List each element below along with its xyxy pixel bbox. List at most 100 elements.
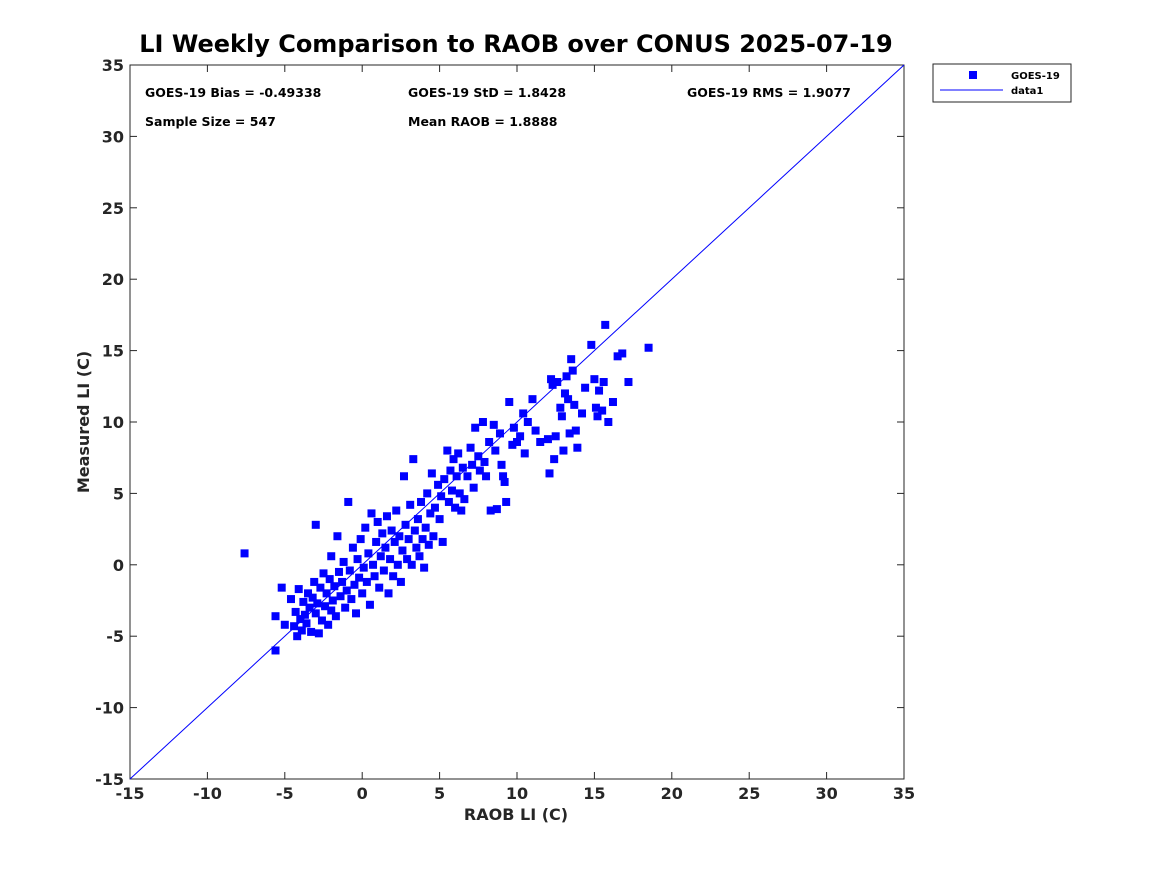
data-point-goes19: [466, 443, 475, 452]
data-point-goes19: [553, 378, 562, 387]
x-tick-label: -15: [116, 784, 145, 803]
data-point-goes19: [421, 523, 430, 532]
y-tick-label: 10: [102, 413, 124, 432]
data-point-goes19: [590, 375, 599, 384]
data-point-goes19: [491, 446, 500, 455]
plot-area: -15 -10 -5 0 5 10 15 20 25 30 35 -15 -10 -5 0 5 10 15 20 2…: [95, 56, 915, 803]
data-point-goes19: [480, 457, 489, 466]
legend: GOES-19 data1: [932, 63, 1072, 103]
data-point-goes19: [458, 463, 467, 472]
data-point-goes19: [372, 537, 381, 546]
data-point-goes19: [420, 563, 429, 572]
data-point-goes19: [505, 398, 514, 407]
data-point-goes19: [608, 398, 617, 407]
data-point-goes19: [293, 632, 302, 641]
data-point-goes19: [426, 509, 435, 518]
data-point-goes19: [435, 515, 444, 524]
data-point-goes19: [345, 566, 354, 575]
data-point-goes19: [378, 529, 387, 538]
data-point-goes19: [452, 472, 461, 481]
stat-bias: GOES-19 Bias = -0.49338: [145, 85, 321, 100]
legend-label-goes19: GOES-19: [1011, 71, 1060, 82]
data-point-goes19: [519, 409, 528, 418]
data-point-goes19: [341, 603, 350, 612]
data-point-goes19: [362, 577, 371, 586]
data-point-goes19: [392, 506, 401, 515]
data-point-goes19: [486, 506, 495, 515]
reference-line-layer: [129, 64, 905, 780]
data-point-goes19: [548, 380, 557, 389]
data-point-goes19: [361, 523, 370, 532]
x-tick-label: 5: [434, 784, 445, 803]
data-point-goes19: [412, 543, 421, 552]
data-point-goes19: [604, 418, 613, 426]
stat-rms: GOES-19 RMS = 1.9077: [687, 85, 851, 100]
data-point-goes19: [369, 560, 378, 569]
y-tick-label: -15: [95, 770, 124, 789]
data-point-goes19: [314, 629, 323, 638]
data-point-goes19: [556, 403, 565, 412]
data-point-goes19: [415, 552, 424, 561]
data-point-goes19: [444, 497, 453, 506]
data-point-goes19: [440, 475, 449, 484]
data-point-goes19: [559, 446, 568, 455]
x-tick-label: 35: [893, 784, 915, 803]
data-point-goes19: [355, 573, 364, 582]
data-point-goes19: [463, 472, 472, 481]
data-point-goes19: [321, 602, 330, 611]
data-point-goes19: [353, 555, 362, 564]
y-tick-label: -10: [95, 699, 124, 718]
x-tick-label: 0: [357, 784, 368, 803]
data-point-goes19: [570, 400, 579, 409]
data-point-goes19: [328, 596, 337, 605]
data-point-goes19: [290, 622, 299, 631]
data-point-goes19: [460, 495, 469, 504]
chart-title: LI Weekly Comparison to RAOB over CONUS …: [139, 30, 892, 58]
data-point-goes19: [557, 412, 566, 421]
data-point-goes19: [305, 603, 314, 612]
series-data1-line: [129, 64, 905, 780]
data-point-goes19: [376, 552, 385, 561]
data-point-goes19: [567, 355, 576, 364]
data-point-goes19: [375, 583, 384, 592]
data-point-goes19: [319, 569, 328, 578]
data-point-goes19: [564, 395, 573, 404]
data-point-goes19: [307, 627, 316, 636]
data-point-goes19: [447, 486, 456, 495]
data-point-goes19: [423, 489, 432, 498]
data-point-goes19: [457, 506, 466, 515]
data-point-goes19: [291, 607, 300, 616]
data-point-goes19: [562, 372, 571, 381]
x-tick-label: 15: [583, 784, 605, 803]
data-point-goes19: [599, 378, 608, 387]
data-point-goes19: [516, 432, 525, 441]
data-point-goes19: [478, 418, 487, 426]
data-point-goes19: [449, 455, 458, 464]
data-point-goes19: [396, 577, 405, 586]
data-point-goes19: [618, 349, 627, 358]
y-tick-label: 20: [102, 270, 124, 289]
y-tick-label: 30: [102, 127, 124, 146]
x-tick-label: 30: [815, 784, 837, 803]
data-point-goes19: [393, 560, 402, 569]
data-point-goes19: [624, 378, 633, 387]
data-point-goes19: [271, 646, 280, 655]
data-point-goes19: [386, 555, 395, 564]
data-point-goes19: [325, 575, 334, 584]
data-point-goes19: [547, 375, 556, 384]
data-point-goes19: [495, 429, 504, 438]
data-point-goes19: [401, 520, 410, 529]
x-tick-label: 20: [661, 784, 683, 803]
data-point-goes19: [297, 626, 306, 635]
x-tick-label: -10: [193, 784, 222, 803]
data-point-goes19: [536, 437, 545, 446]
data-point-goes19: [581, 383, 590, 392]
data-point-goes19: [528, 395, 537, 404]
data-point-goes19: [294, 585, 303, 594]
data-point-goes19: [333, 532, 342, 541]
data-point-goes19: [347, 595, 356, 604]
data-point-goes19: [593, 412, 602, 421]
legend-box: [932, 63, 1072, 103]
